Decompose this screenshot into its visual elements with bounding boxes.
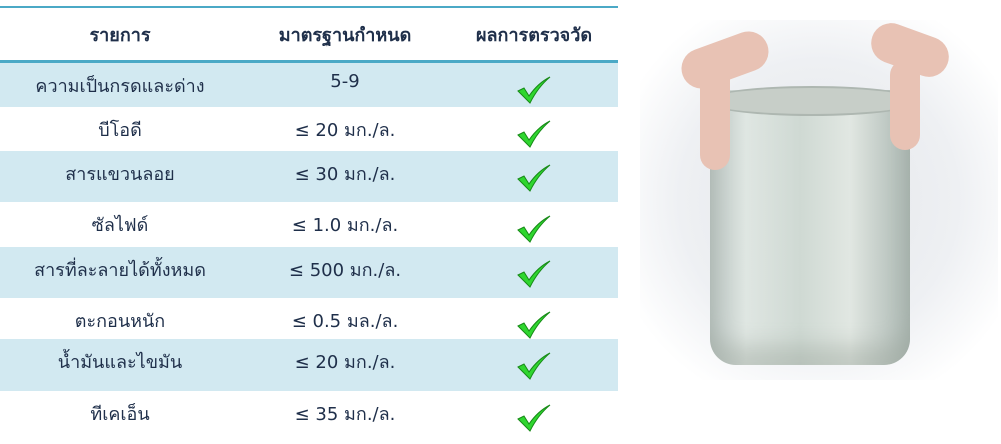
row-standard: ≤ 1.0 มก./ล. [291, 215, 399, 236]
row-item: ตะกอนหนัก [74, 311, 166, 332]
row-item: สารแขวนลอย [65, 164, 175, 185]
check-icon [516, 310, 552, 345]
row-standard: ≤ 500 มก./ล. [288, 260, 402, 281]
table-row: น้ำมันและไขมัน ≤ 20 มก./ล. [0, 339, 618, 391]
row-standard: ≤ 0.5 มล./ล. [291, 311, 399, 332]
row-item: สารที่ละลายได้ทั้งหมด [34, 260, 206, 281]
row-result [450, 151, 618, 198]
table-row: ความเป็นกรดและด่าง 5-9 [0, 63, 618, 107]
table-row: สารที่ละลายได้ทั้งหมด ≤ 500 มก./ล. [0, 247, 618, 298]
row-standard: ≤ 20 มก./ล. [294, 120, 396, 141]
water-quality-table: รายการ มาตรฐานกำหนด ผลการตรวจวัด ความเป็… [0, 6, 618, 438]
row-result [450, 202, 618, 249]
water-beaker-photo [640, 17, 998, 380]
check-icon [516, 75, 552, 110]
table-row: ทีเคเอ็น ≤ 35 มก./ล. [0, 391, 618, 438]
row-item: ความเป็นกรดและด่าง [35, 76, 205, 97]
beaker [710, 90, 910, 365]
row-item: ซัลไฟด์ [91, 215, 149, 236]
header-result: ผลการตรวจวัด [475, 24, 593, 46]
row-result [450, 298, 618, 345]
row-standard: ≤ 35 มก./ล. [294, 404, 396, 425]
header-standard: มาตรฐานกำหนด [278, 24, 412, 46]
table-row: ซัลไฟด์ ≤ 1.0 มก./ล. [0, 202, 618, 247]
table-row: บีโอดี ≤ 20 มก./ล. [0, 107, 618, 151]
beaker-rim [704, 86, 920, 116]
row-result [450, 63, 618, 110]
table-row: ตะกอนหนัก ≤ 0.5 มล./ล. [0, 298, 618, 339]
row-standard: ≤ 30 มก./ล. [294, 164, 396, 185]
row-item: น้ำมันและไขมัน [57, 352, 183, 373]
check-icon [516, 214, 552, 249]
check-icon [516, 403, 552, 438]
header-item: รายการ [89, 24, 151, 46]
row-standard: 5-9 [330, 71, 360, 92]
row-standard: ≤ 20 มก./ล. [294, 352, 396, 373]
row-result [450, 391, 618, 438]
check-icon [516, 259, 552, 294]
row-result [450, 107, 618, 154]
table-row: สารแขวนลอย ≤ 30 มก./ล. [0, 151, 618, 202]
check-icon [516, 163, 552, 198]
row-result [450, 247, 618, 294]
row-result [450, 339, 618, 386]
row-item: บีโอดี [98, 120, 142, 141]
check-icon [516, 351, 552, 386]
row-item: ทีเคเอ็น [90, 404, 150, 425]
table-header: รายการ มาตรฐานกำหนด ผลการตรวจวัด [0, 8, 618, 63]
check-icon [516, 119, 552, 154]
